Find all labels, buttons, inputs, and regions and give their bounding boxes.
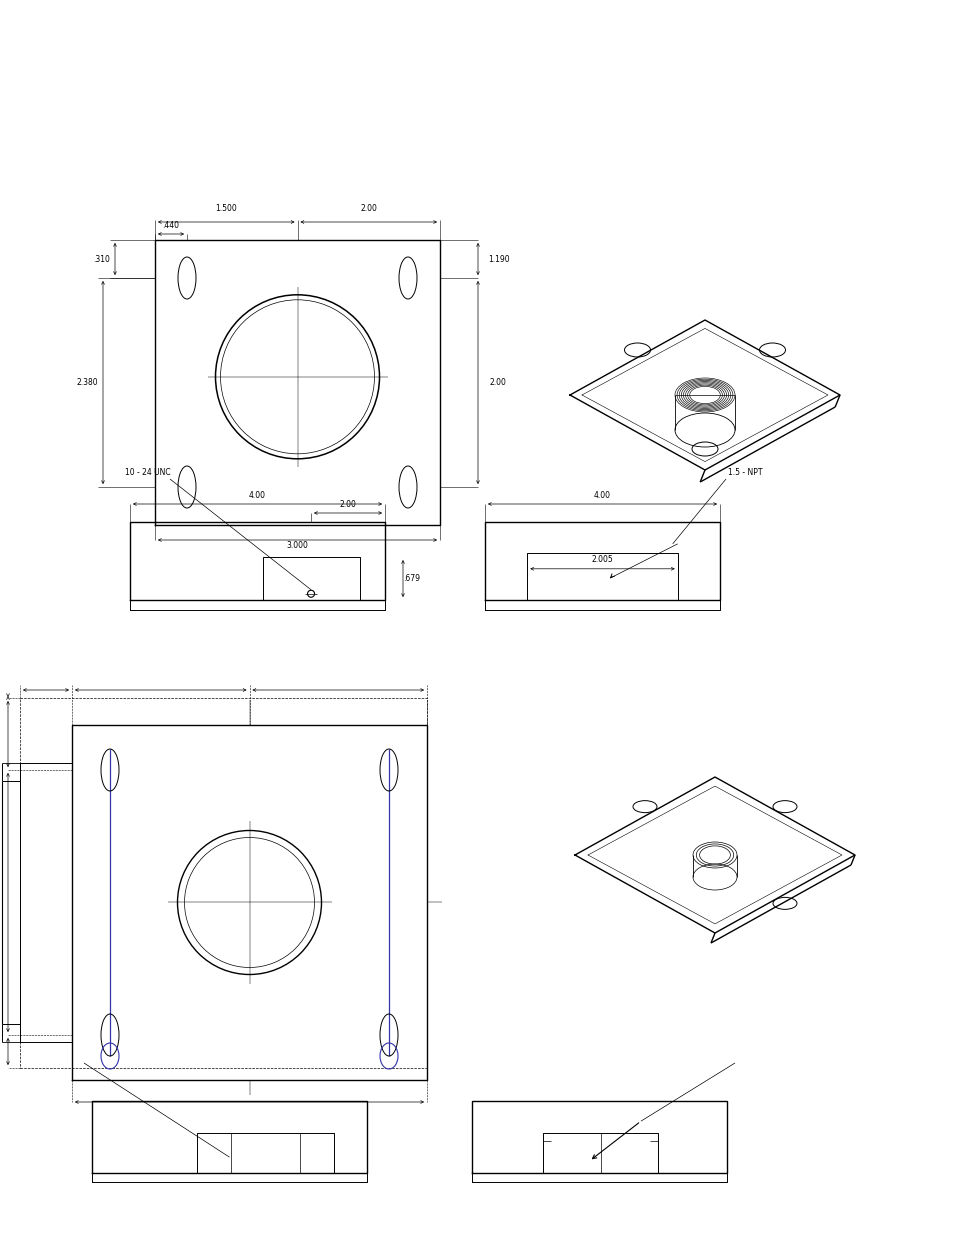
Text: 4.00: 4.00 bbox=[594, 492, 610, 500]
Text: .440: .440 bbox=[162, 221, 179, 230]
Text: 4.00: 4.00 bbox=[249, 492, 266, 500]
Text: .310: .310 bbox=[93, 254, 110, 263]
Text: 10 - 24 UNC: 10 - 24 UNC bbox=[125, 468, 171, 477]
Text: 1.190: 1.190 bbox=[488, 254, 510, 263]
Text: 2.00: 2.00 bbox=[360, 204, 376, 212]
Text: .679: .679 bbox=[402, 574, 419, 583]
Text: 1.500: 1.500 bbox=[215, 204, 237, 212]
Text: 3.000: 3.000 bbox=[286, 541, 308, 550]
Text: 2.00: 2.00 bbox=[489, 378, 505, 387]
Text: 2.005: 2.005 bbox=[591, 555, 613, 564]
Text: 2.380: 2.380 bbox=[76, 378, 98, 387]
Text: 1.5 - NPT: 1.5 - NPT bbox=[727, 468, 761, 477]
Text: 2.00: 2.00 bbox=[339, 500, 356, 509]
